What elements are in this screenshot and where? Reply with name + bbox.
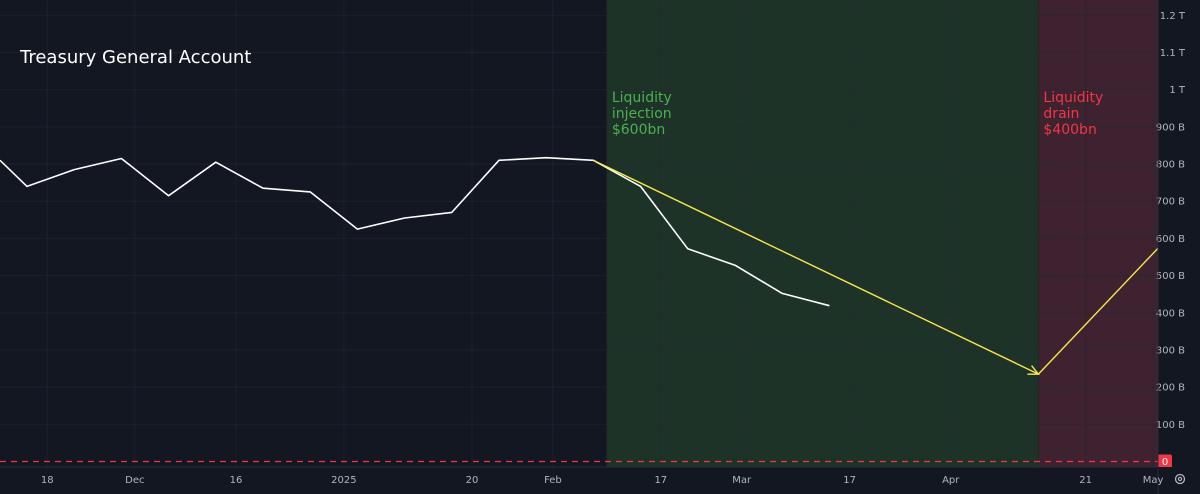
x-tick-label: 20 [466,475,479,486]
y-tick-label: 300 B [1156,345,1185,356]
y-tick-label: 700 B [1156,197,1185,208]
x-tick-label: Dec [125,475,144,486]
y-tick-label: 900 B [1156,122,1185,133]
x-tick-label: 21 [1079,475,1092,486]
y-axis: 100 B 200 B 300 B 400 B 500 B 600 B 700 B 800 B… [1156,0,1200,469]
zone-injection-1 [606,0,1039,467]
zone-label-line: Liquidity [1043,90,1103,106]
projection-arrow-shaft [593,159,1039,375]
y-tick-label: 1.2 T [1160,11,1186,22]
y-tick-label: 200 B [1156,383,1185,394]
y-tick-label: 500 B [1156,271,1185,282]
x-tick-label: Apr [942,475,960,486]
current-value-badge-label: 0 [1162,457,1168,468]
x-tick-label: 18 [41,475,54,486]
x-tick-label: Feb [544,475,562,486]
actual-line [0,156,830,307]
current-value-badge-bg [1158,454,1172,469]
chart-title: Treasury General Account [19,47,251,68]
y-tick-label: 1 T [1169,85,1186,96]
y-tick-label: 100 B [1156,420,1185,431]
x-tick-label: 2025 [331,475,356,486]
zone-label-1: Liquidity injection $600bn [612,90,672,138]
y-tick-label: 1.1 T [1160,48,1186,59]
grid-layer [1085,0,1154,467]
y-tick-label: 400 B [1156,308,1185,319]
current-value-badge: 0 [1158,454,1172,469]
settings-icon[interactable] [1174,473,1186,485]
x-axis-panel [0,467,1200,494]
zone-label-line: injection [612,106,672,122]
zone-label-2: Liquidity drain $400bn [1043,90,1103,138]
x-tick-label: 17 [654,475,667,486]
zone-label-line: drain [1043,106,1079,122]
y-tick-label: 600 B [1156,234,1185,245]
x-tick-label: May [1143,475,1164,486]
zone-label-line: Liquidity [612,90,672,106]
x-tick-label: 17 [843,475,856,486]
zone-label-line: $400bn [1043,122,1096,138]
y-tick-label: 800 B [1156,160,1185,171]
x-tick-label: Mar [732,475,752,486]
x-tick-label: 16 [230,475,243,486]
y-axis-panel [1158,0,1200,467]
zone-label-line: $600bn [612,122,665,138]
zones-layer [606,0,1200,467]
